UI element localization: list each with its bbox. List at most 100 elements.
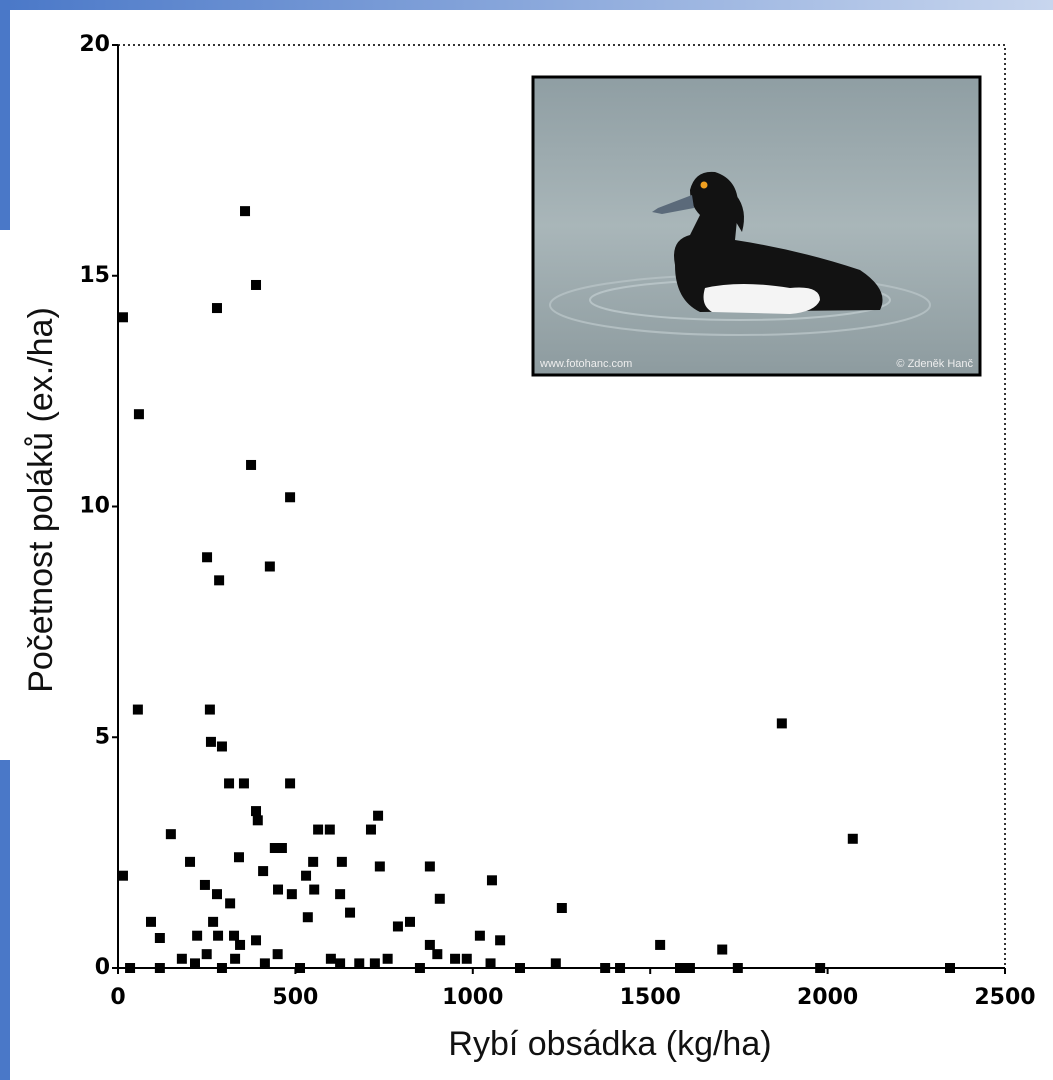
point — [192, 930, 203, 941]
top-band — [0, 0, 1053, 10]
point — [485, 958, 496, 969]
point — [285, 492, 296, 503]
point — [313, 824, 324, 835]
point — [345, 907, 356, 918]
point — [154, 963, 165, 973]
point — [204, 704, 215, 715]
point — [945, 963, 956, 973]
point — [369, 958, 380, 969]
point — [117, 312, 128, 323]
y-tick-label: 0 — [95, 955, 110, 980]
point — [214, 575, 225, 586]
point — [432, 949, 443, 960]
point — [165, 829, 176, 840]
point — [216, 741, 227, 752]
point — [252, 815, 263, 826]
point — [229, 930, 240, 941]
x-tick-label: 2000 — [797, 985, 858, 1010]
x-tick-label: 0 — [110, 985, 125, 1010]
point — [211, 889, 222, 900]
point — [675, 963, 686, 973]
point — [776, 718, 787, 729]
point — [251, 279, 262, 290]
point — [189, 958, 200, 969]
point — [225, 898, 236, 909]
x-tick-label: 1000 — [442, 985, 503, 1010]
x-tick-label: 500 — [272, 985, 318, 1010]
point — [434, 893, 445, 904]
point — [285, 778, 296, 789]
point — [514, 963, 525, 973]
point — [309, 884, 320, 895]
point — [216, 963, 227, 973]
point — [258, 866, 269, 877]
point — [600, 963, 611, 973]
point — [414, 963, 425, 973]
point — [556, 903, 567, 914]
point — [133, 409, 144, 420]
point — [336, 856, 347, 867]
x-axis-title: Rybí obsádka (kg/ha) — [448, 1025, 771, 1063]
x-tick-label: 2500 — [974, 985, 1035, 1010]
point — [495, 935, 506, 946]
y-axis-title: Početnost poláků (ex./ha) — [22, 307, 60, 693]
point — [125, 963, 136, 973]
point — [235, 939, 246, 950]
point — [205, 736, 216, 747]
point — [655, 939, 666, 950]
point — [276, 843, 287, 854]
point — [201, 949, 212, 960]
point — [335, 889, 346, 900]
point — [233, 852, 244, 863]
point — [202, 552, 213, 563]
point — [185, 856, 196, 867]
point — [230, 953, 241, 964]
point — [246, 459, 257, 470]
point — [461, 953, 472, 964]
point — [374, 861, 385, 872]
point — [615, 963, 626, 973]
point — [732, 963, 743, 973]
point — [240, 206, 251, 217]
point — [211, 303, 222, 314]
point — [301, 870, 312, 881]
point — [424, 939, 435, 950]
watermark: www.fotohanc.com — [539, 358, 632, 370]
point — [717, 944, 728, 955]
point — [213, 930, 224, 941]
point — [324, 824, 335, 835]
point — [392, 921, 403, 932]
y-tick-label: 15 — [79, 263, 110, 288]
point — [684, 963, 695, 973]
photo-inset: www.fotohanc.com © Zdeněk Hanč — [531, 75, 982, 377]
point — [264, 561, 275, 572]
point — [273, 884, 284, 895]
point — [308, 856, 319, 867]
left-band — [0, 0, 10, 230]
point — [224, 778, 235, 789]
point — [302, 912, 313, 923]
point — [117, 870, 128, 881]
point — [269, 843, 280, 854]
y-tick-label: 10 — [79, 494, 110, 519]
point — [176, 953, 187, 964]
point — [365, 824, 376, 835]
point — [486, 875, 497, 886]
point — [382, 953, 393, 964]
point — [815, 963, 826, 973]
point — [325, 953, 336, 964]
point — [208, 916, 219, 927]
point — [405, 916, 416, 927]
point — [295, 963, 306, 973]
point — [272, 949, 283, 960]
point — [238, 778, 249, 789]
point — [847, 833, 858, 844]
x-tick-label: 1500 — [620, 985, 681, 1010]
point — [450, 953, 461, 964]
point — [132, 704, 143, 715]
point — [259, 958, 270, 969]
point — [424, 861, 435, 872]
point — [251, 935, 262, 946]
point — [286, 889, 297, 900]
